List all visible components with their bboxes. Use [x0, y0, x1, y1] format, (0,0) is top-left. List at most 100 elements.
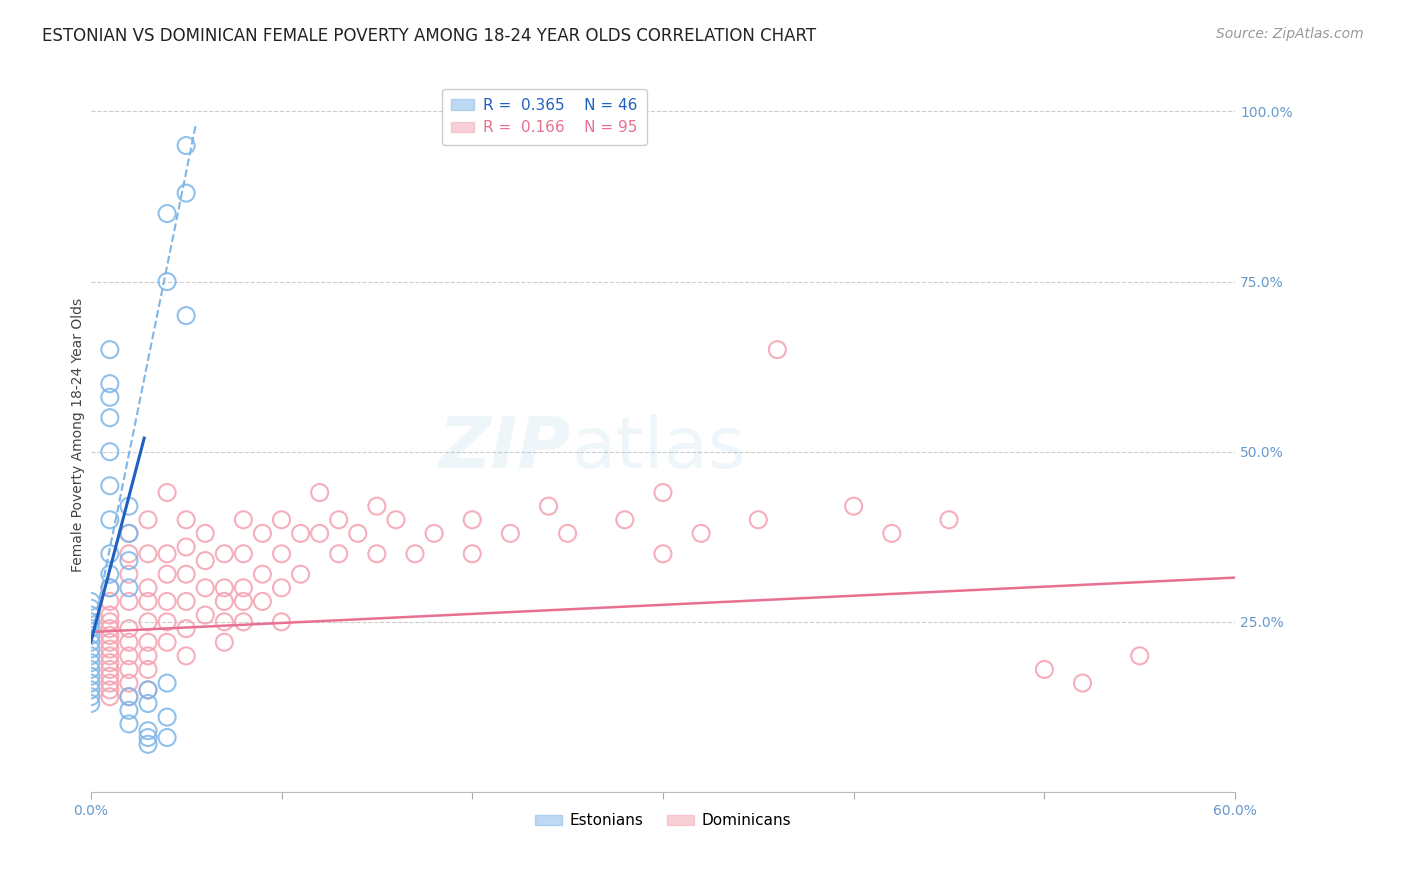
Point: [98, 607, 121, 622]
Point: [652, 485, 675, 500]
Point: [98, 376, 121, 391]
Point: [118, 690, 141, 704]
Point: [270, 615, 292, 629]
Point: [156, 731, 179, 745]
Point: [174, 138, 197, 153]
Point: [136, 648, 159, 663]
Point: [156, 710, 179, 724]
Point: [98, 663, 121, 677]
Point: [80, 676, 103, 690]
Point: [136, 513, 159, 527]
Y-axis label: Female Poverty Among 18-24 Year Olds: Female Poverty Among 18-24 Year Olds: [72, 298, 86, 572]
Point: [136, 737, 159, 751]
Point: [156, 275, 179, 289]
Point: [346, 526, 368, 541]
Point: [194, 607, 217, 622]
Point: [136, 682, 159, 697]
Point: [80, 635, 103, 649]
Point: [252, 594, 274, 608]
Point: [174, 648, 197, 663]
Point: [766, 343, 789, 357]
Point: [156, 567, 179, 582]
Point: [98, 581, 121, 595]
Point: [214, 547, 236, 561]
Point: [118, 663, 141, 677]
Point: [290, 526, 312, 541]
Point: [98, 594, 121, 608]
Point: [461, 513, 484, 527]
Point: [136, 731, 159, 745]
Point: [252, 567, 274, 582]
Point: [80, 622, 103, 636]
Point: [194, 553, 217, 567]
Point: [232, 547, 254, 561]
Text: ESTONIAN VS DOMINICAN FEMALE POVERTY AMONG 18-24 YEAR OLDS CORRELATION CHART: ESTONIAN VS DOMINICAN FEMALE POVERTY AMO…: [42, 27, 817, 45]
Point: [98, 479, 121, 493]
Point: [98, 444, 121, 458]
Point: [270, 581, 292, 595]
Point: [174, 567, 197, 582]
Point: [118, 567, 141, 582]
Point: [118, 717, 141, 731]
Point: [214, 615, 236, 629]
Point: [194, 526, 217, 541]
Point: [1033, 663, 1056, 677]
Point: [613, 513, 636, 527]
Point: [136, 663, 159, 677]
Point: [747, 513, 769, 527]
Point: [118, 499, 141, 513]
Point: [118, 553, 141, 567]
Point: [80, 594, 103, 608]
Point: [156, 635, 179, 649]
Point: [98, 682, 121, 697]
Point: [174, 540, 197, 554]
Point: [98, 581, 121, 595]
Point: [290, 567, 312, 582]
Text: ZIP: ZIP: [439, 415, 571, 483]
Point: [98, 622, 121, 636]
Point: [80, 607, 103, 622]
Point: [80, 663, 103, 677]
Point: [328, 547, 350, 561]
Point: [461, 547, 484, 561]
Point: [80, 682, 103, 697]
Point: [174, 309, 197, 323]
Point: [118, 526, 141, 541]
Point: [557, 526, 579, 541]
Point: [136, 682, 159, 697]
Point: [404, 547, 426, 561]
Point: [156, 615, 179, 629]
Point: [80, 601, 103, 615]
Point: [194, 581, 217, 595]
Point: [98, 410, 121, 425]
Point: [98, 642, 121, 657]
Point: [174, 594, 197, 608]
Point: [156, 206, 179, 220]
Point: [214, 581, 236, 595]
Point: [156, 594, 179, 608]
Point: [118, 622, 141, 636]
Point: [537, 499, 560, 513]
Point: [136, 594, 159, 608]
Point: [98, 635, 121, 649]
Point: [270, 547, 292, 561]
Text: atlas: atlas: [571, 415, 745, 483]
Point: [118, 526, 141, 541]
Point: [499, 526, 522, 541]
Point: [80, 615, 103, 629]
Point: [652, 547, 675, 561]
Point: [98, 648, 121, 663]
Point: [118, 581, 141, 595]
Legend: Estonians, Dominicans: Estonians, Dominicans: [529, 807, 797, 834]
Point: [690, 526, 713, 541]
Point: [938, 513, 960, 527]
Point: [174, 622, 197, 636]
Point: [232, 513, 254, 527]
Point: [1129, 648, 1152, 663]
Point: [232, 581, 254, 595]
Point: [80, 628, 103, 642]
Point: [156, 676, 179, 690]
Point: [98, 656, 121, 670]
Point: [118, 690, 141, 704]
Point: [80, 648, 103, 663]
